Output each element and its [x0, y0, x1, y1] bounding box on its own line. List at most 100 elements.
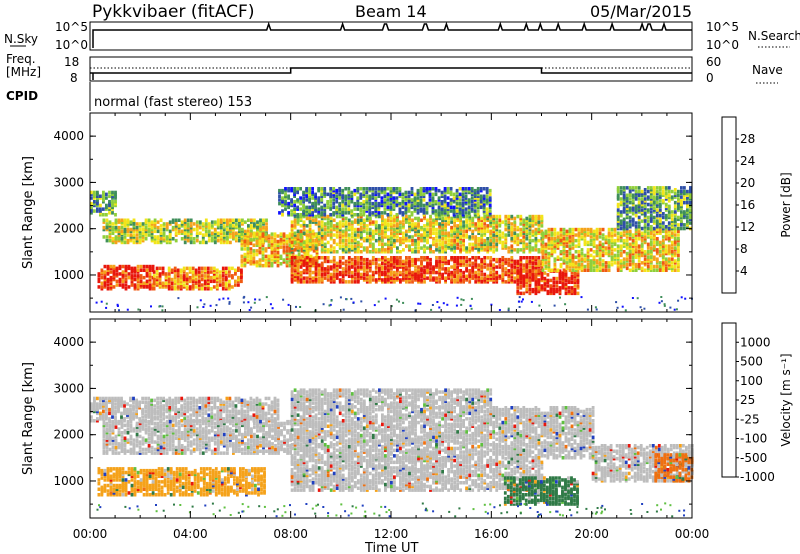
data-cell — [438, 250, 441, 254]
data-cell — [320, 192, 324, 197]
data-cell — [531, 224, 535, 228]
data-cell — [111, 240, 115, 245]
data-cell — [279, 241, 283, 246]
data-cell — [326, 220, 330, 224]
data-cell — [613, 253, 617, 258]
data-cell — [203, 283, 207, 287]
data-cell — [209, 266, 213, 271]
data-cell — [144, 218, 148, 222]
data-cell — [550, 238, 554, 243]
data-cell — [384, 274, 387, 278]
data-cell — [689, 208, 692, 212]
data-cell — [686, 202, 689, 207]
data-cell — [249, 238, 253, 242]
data-cell — [513, 237, 517, 241]
data-cell — [658, 244, 662, 248]
data-cell — [459, 224, 462, 228]
data-cell — [329, 187, 333, 191]
data-cell — [655, 225, 659, 229]
data-cell — [480, 257, 484, 262]
data-cell — [664, 208, 668, 212]
data-cell — [287, 201, 290, 206]
data-cell — [365, 209, 369, 213]
data-cell — [405, 272, 408, 277]
data-cell — [652, 219, 656, 223]
data-cell — [438, 270, 441, 275]
data-cell — [305, 211, 308, 215]
data-cell — [114, 237, 118, 241]
data-cell — [90, 192, 93, 197]
data-cell — [465, 269, 468, 273]
data-cell — [347, 238, 351, 243]
data-cell — [374, 211, 378, 215]
data-cell — [628, 248, 632, 252]
data-cell — [118, 266, 122, 271]
data-cell — [238, 233, 241, 237]
data-cell — [329, 237, 333, 241]
data-cell — [510, 265, 514, 269]
data-cell — [423, 257, 426, 262]
data-cell — [344, 267, 348, 271]
data-cell — [531, 220, 535, 224]
data-cell — [162, 231, 166, 235]
data-cell — [374, 231, 378, 235]
data-cell — [586, 233, 590, 237]
data-cell — [368, 238, 372, 243]
data-cell — [212, 285, 216, 289]
data-cell — [426, 269, 429, 273]
data-cell — [293, 267, 297, 271]
data-cell — [631, 244, 635, 248]
data-cell — [474, 237, 478, 241]
data-cell — [649, 189, 653, 194]
data-cell — [435, 276, 438, 280]
data-cell — [598, 227, 602, 232]
data-cell — [419, 194, 423, 198]
data-cell — [643, 240, 647, 245]
data-cell — [132, 225, 136, 230]
data-cell — [282, 239, 286, 244]
data-cell — [429, 274, 432, 278]
data-cell — [164, 277, 168, 282]
data-cell — [513, 270, 517, 275]
data-cell — [256, 220, 259, 224]
data-cell — [471, 276, 475, 280]
data-cell — [323, 248, 327, 252]
data-cell — [652, 197, 656, 201]
data-cell — [371, 233, 375, 237]
data-cell — [359, 201, 363, 206]
data-cell — [485, 188, 489, 193]
data-cell — [471, 261, 475, 266]
data-cell — [449, 205, 453, 210]
data-cell — [616, 215, 620, 220]
data-cell — [320, 269, 324, 273]
data-cell — [689, 200, 692, 205]
data-cell — [159, 233, 163, 237]
data-cell — [356, 267, 360, 271]
data-cell — [267, 258, 271, 262]
data-cell — [308, 192, 311, 197]
data-cell — [359, 218, 363, 222]
data-cell — [568, 255, 572, 259]
data-cell — [108, 235, 112, 239]
data-cell — [417, 265, 420, 269]
data-cell — [216, 235, 220, 239]
data-cell — [302, 240, 306, 245]
data-cell — [344, 187, 348, 191]
data-cell — [595, 246, 599, 250]
data-cell — [544, 244, 548, 248]
data-cell — [399, 238, 402, 243]
data-cell — [207, 224, 211, 228]
data-cell — [365, 224, 369, 228]
data-cell — [120, 240, 124, 245]
data-cell — [387, 242, 390, 247]
data-cell — [296, 276, 300, 280]
data-cell — [374, 278, 378, 282]
data-cell — [628, 208, 632, 212]
data-cell — [667, 248, 671, 252]
data-cell — [200, 277, 204, 282]
data-cell — [344, 269, 348, 273]
data-cell — [649, 213, 653, 218]
data-cell — [568, 238, 572, 243]
data-cell — [622, 208, 626, 212]
data-cell — [219, 237, 223, 241]
